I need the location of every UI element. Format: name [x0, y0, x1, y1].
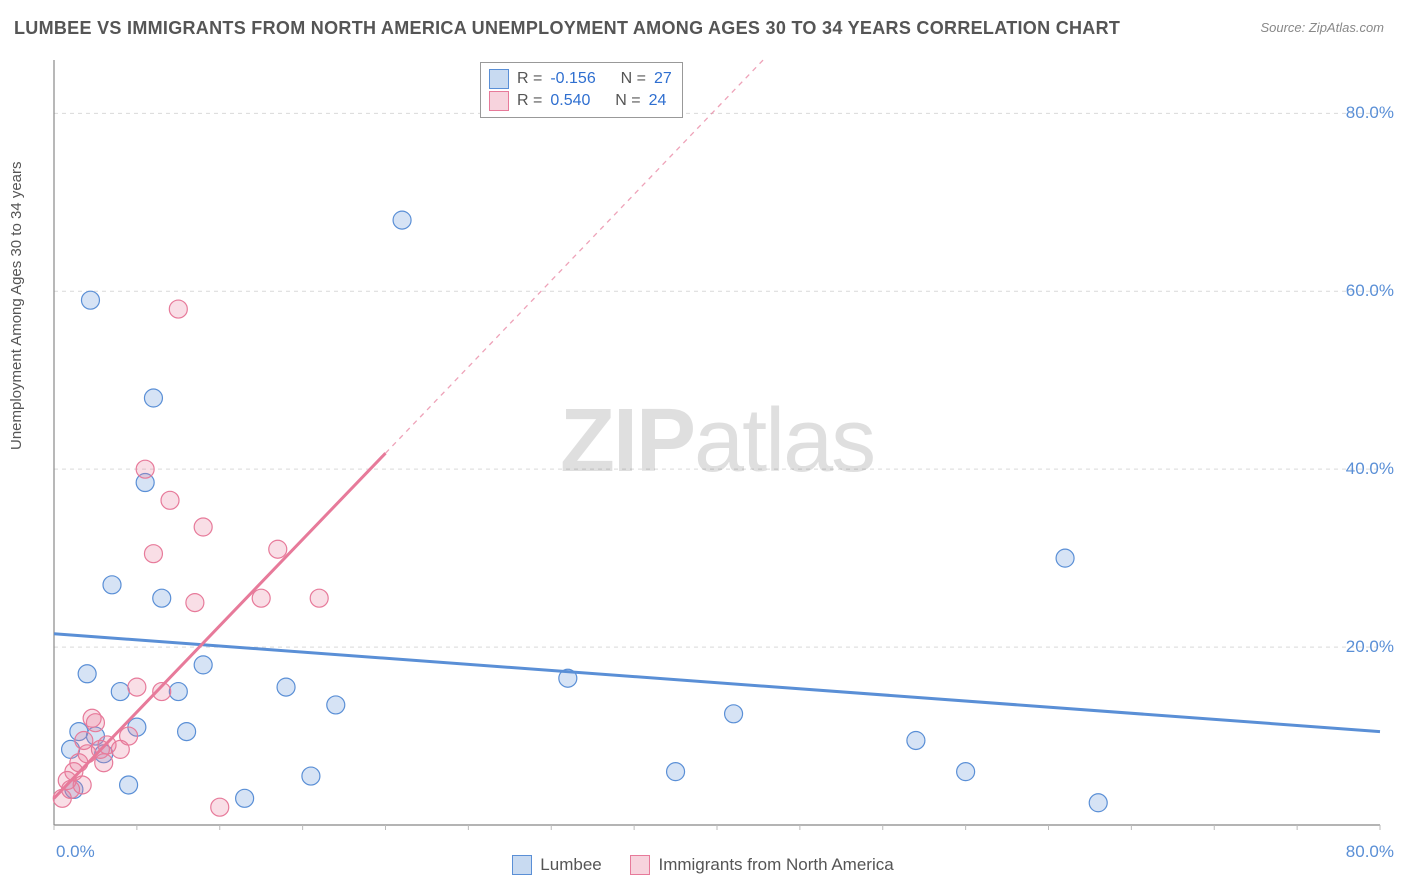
chart-container: LUMBEE VS IMMIGRANTS FROM NORTH AMERICA …: [0, 0, 1406, 892]
chart-title: LUMBEE VS IMMIGRANTS FROM NORTH AMERICA …: [14, 18, 1120, 39]
legend-label: Lumbee: [540, 855, 601, 875]
y-axis-tick: 40.0%: [1346, 459, 1394, 479]
n-value: 24: [649, 92, 667, 110]
y-axis-tick: 80.0%: [1346, 103, 1394, 123]
legend-label: Immigrants from North America: [658, 855, 893, 875]
r-label: R =: [517, 92, 542, 110]
legend-swatch: [630, 855, 650, 875]
x-axis-tick-min: 0.0%: [56, 842, 95, 862]
legend-item-1: Immigrants from North America: [630, 855, 893, 875]
r-value: 0.540: [550, 92, 590, 110]
n-value: 27: [654, 70, 672, 88]
legend-swatch: [489, 91, 509, 111]
correlation-row-0: R = -0.156 N = 27: [489, 68, 672, 90]
y-axis-tick: 60.0%: [1346, 281, 1394, 301]
r-label: R =: [517, 70, 542, 88]
scatter-plot: [50, 55, 1390, 830]
y-axis-tick: 20.0%: [1346, 637, 1394, 657]
y-axis-label: Unemployment Among Ages 30 to 34 years: [8, 161, 25, 450]
correlation-legend: R = -0.156 N = 27 R = 0.540 N = 24: [480, 62, 683, 118]
legend-swatch: [512, 855, 532, 875]
x-axis-tick-max: 80.0%: [1346, 842, 1394, 862]
n-label: N =: [615, 92, 640, 110]
source-attribution: Source: ZipAtlas.com: [1260, 20, 1384, 35]
legend-swatch: [489, 69, 509, 89]
r-value: -0.156: [550, 70, 595, 88]
correlation-row-1: R = 0.540 N = 24: [489, 90, 672, 112]
legend-item-0: Lumbee: [512, 855, 601, 875]
n-label: N =: [621, 70, 646, 88]
series-legend: Lumbee Immigrants from North America: [0, 855, 1406, 880]
